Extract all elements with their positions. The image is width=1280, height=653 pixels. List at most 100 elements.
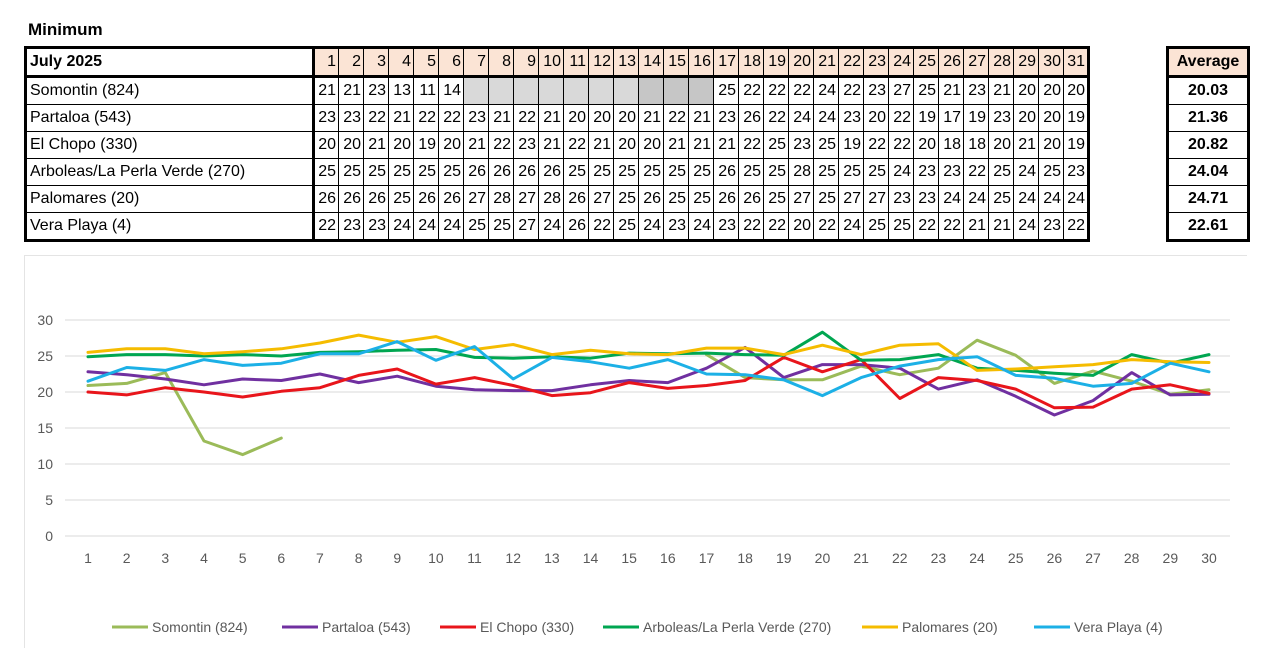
table-cell: 27: [863, 185, 889, 213]
legend-label: Partaloa (543): [322, 619, 411, 635]
table-cell: 24: [1038, 185, 1064, 213]
table-cell: 24: [888, 158, 914, 186]
table-cell: 20: [438, 131, 464, 159]
x-tick-label: 21: [853, 550, 869, 566]
average-row: 20.03: [1167, 76, 1249, 105]
table-cell: 28: [538, 185, 564, 213]
y-tick-label: 20: [37, 384, 53, 400]
table-cell: 23: [913, 185, 939, 213]
day-header: 3: [363, 47, 389, 78]
station-name: El Chopo (330): [25, 131, 315, 159]
table-cell: 21: [938, 76, 964, 105]
table-cell: 25: [813, 131, 839, 159]
x-tick-label: 11: [467, 550, 482, 566]
table-cell: 21: [463, 131, 489, 159]
table-cell: 26: [313, 185, 339, 213]
x-tick-label: 20: [815, 550, 831, 566]
y-tick-label: 10: [37, 456, 53, 472]
table-cell: 23: [888, 185, 914, 213]
table-cell: 25: [888, 212, 914, 241]
legend-label: Palomares (20): [902, 619, 998, 635]
day-header: 21: [813, 47, 839, 78]
table-cell: 22: [438, 104, 464, 132]
table-cell: 26: [713, 185, 739, 213]
day-header: 9: [513, 47, 539, 78]
x-tick-label: 16: [660, 550, 676, 566]
x-tick-label: 26: [1047, 550, 1063, 566]
table-cell: 21: [713, 131, 739, 159]
table-cell: 24: [438, 212, 464, 241]
table-cell: 22: [488, 131, 514, 159]
table-cell: 27: [513, 212, 539, 241]
table-cell: 22: [963, 158, 989, 186]
table-cell: 21: [363, 131, 389, 159]
table-row: Arboleas/La Perla Verde (270) 25 25 25 25 25 2…: [25, 158, 1089, 186]
table-cell: 24: [688, 212, 714, 241]
table-cell: 22: [738, 76, 764, 105]
table-cell: 25: [838, 158, 864, 186]
x-tick-label: 12: [505, 550, 521, 566]
table-cell: 23: [1038, 212, 1064, 241]
table-cell: 26: [413, 185, 439, 213]
table-cell: 20: [638, 131, 664, 159]
table-cell: 21: [988, 76, 1014, 105]
station-name: Partaloa (543): [25, 104, 315, 132]
table-cell: 23: [463, 104, 489, 132]
day-header: 4: [388, 47, 414, 78]
table-cell: 22: [413, 104, 439, 132]
missing-cell: [613, 76, 639, 105]
x-tick-label: 2: [123, 550, 131, 566]
table-cell: 20: [613, 104, 639, 132]
day-header: 27: [963, 47, 989, 78]
table-cell: 20: [988, 131, 1014, 159]
table-cell: 21: [588, 131, 614, 159]
table-cell: 28: [788, 158, 814, 186]
x-tick-label: 30: [1201, 550, 1217, 566]
average-row: 21.36: [1167, 104, 1249, 132]
table-cell: 20: [1038, 104, 1064, 132]
table-cell: 26: [363, 185, 389, 213]
table-cell: 20: [1013, 104, 1039, 132]
table-cell: 25: [313, 158, 339, 186]
x-tick-label: 23: [931, 550, 947, 566]
table-cell: 23: [913, 158, 939, 186]
table-cell: 21: [1013, 131, 1039, 159]
x-tick-label: 10: [428, 550, 444, 566]
table-cell: 26: [338, 185, 364, 213]
table-cell: 23: [988, 104, 1014, 132]
table-cell: 20: [588, 104, 614, 132]
table-cell: 22: [838, 76, 864, 105]
day-header: 18: [738, 47, 764, 78]
table-cell: 24: [788, 104, 814, 132]
table-cell: 20: [388, 131, 414, 159]
x-tick-label: 29: [1163, 550, 1179, 566]
day-header: 16: [688, 47, 714, 78]
table-cell: 20: [338, 131, 364, 159]
table-cell: 21: [338, 76, 364, 105]
x-tick-label: 5: [239, 550, 247, 566]
table-cell: 25: [988, 185, 1014, 213]
table-cell: 24: [838, 212, 864, 241]
x-tick-label: 4: [200, 550, 208, 566]
table-cell: 14: [438, 76, 464, 105]
x-tick-label: 17: [699, 550, 715, 566]
missing-cell: [638, 76, 664, 105]
table-cell: 24: [813, 104, 839, 132]
table-cell: 25: [363, 158, 389, 186]
table-header-row: July 2025 1 2 3 4 5 6 7 8 9 10 11 12 13 14 15 16 17 18 19 20…: [25, 47, 1089, 78]
x-tick-label: 13: [544, 550, 560, 566]
table-row: Palomares (20) 26 26 26 25 26 26 27 28 27 28 26 27 25…: [25, 185, 1089, 213]
table-cell: 22: [563, 131, 589, 159]
page-title: Minimum: [28, 20, 103, 39]
day-header: 10: [538, 47, 564, 78]
table-cell: 18: [963, 131, 989, 159]
table-cell: 11: [413, 76, 439, 105]
table-cell: 22: [763, 76, 789, 105]
table-cell: 21: [538, 131, 564, 159]
table-cell: 25: [413, 158, 439, 186]
table-corner-label: July 2025: [25, 47, 315, 78]
table-cell: 20: [913, 131, 939, 159]
table-cell: 24: [1063, 185, 1089, 213]
table-row: Somontin (824) 21 21 23 13 11 14 25 22 22 22 24 22 23…: [25, 76, 1089, 105]
table-cell: 22: [813, 212, 839, 241]
